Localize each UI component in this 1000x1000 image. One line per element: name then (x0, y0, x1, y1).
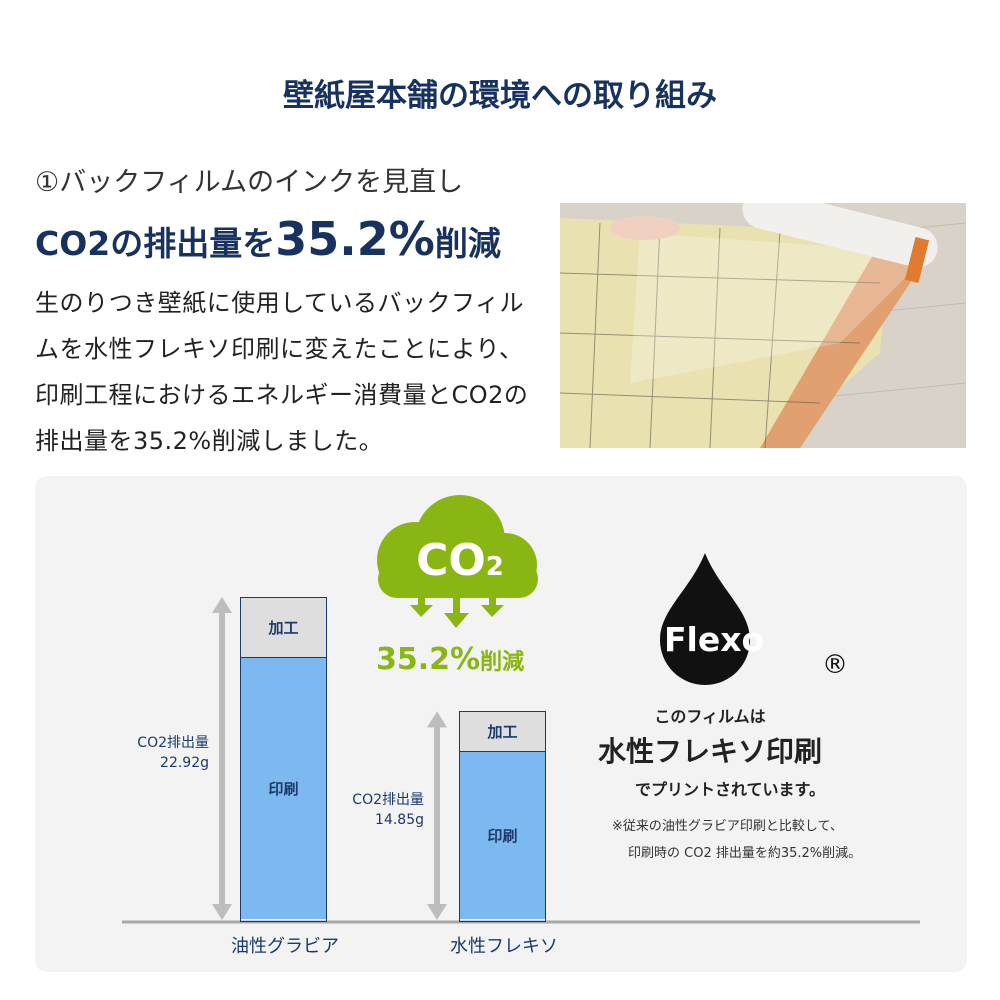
co2-cloud-icon (377, 495, 538, 628)
total-arrow (212, 597, 232, 920)
water-drop-icon (660, 553, 750, 685)
reduction-suffix: 削減 (480, 650, 525, 675)
section-body: 生のりつき壁紙に使用しているバックフィルムを水性フレキソ印刷に変えたことにより、… (35, 289, 529, 455)
x-tick-label: 油性グラビア (231, 936, 339, 957)
value-label: CO2排出量 22.92g (92, 733, 209, 773)
flexo-line2: 水性フレキソ印刷 (597, 735, 822, 768)
bar-segment-print: 印刷 (241, 658, 326, 919)
headline-number: 35.2% (275, 212, 435, 266)
stacked-bar: 加工 印刷 (240, 597, 327, 922)
section-headline: CO2の排出量を35.2%削減 (35, 212, 501, 266)
flexo-note1: ※従来の油性グラビア印刷と比較して、 (612, 819, 843, 834)
value-label-line1: CO2排出量 (137, 734, 209, 751)
stacked-bar: 加工 印刷 (459, 711, 546, 922)
bar-segment-process: 加工 (241, 598, 326, 658)
flexo-logo-text: Flexo (664, 620, 765, 659)
bar-segment-print: 印刷 (460, 752, 545, 919)
headline-post: 削減 (434, 224, 501, 263)
flexo-note2: 印刷時の CO2 排出量を約35.2%削減。 (628, 846, 862, 861)
value-label-line2: 22.92g (160, 754, 209, 771)
backfilm-photo (560, 203, 966, 448)
cloud-co2-label: CO2 (395, 533, 525, 595)
value-label: CO2排出量 14.85g (307, 790, 424, 830)
x-tick-label: 水性フレキソ (450, 936, 558, 957)
value-label-line2: 14.85g (375, 811, 424, 828)
value-label-line1: CO2排出量 (352, 791, 424, 808)
section-subtitle: ①バックフィルムのインクを見直し (35, 167, 464, 198)
flexo-line3: でプリントされています。 (635, 780, 825, 799)
headline-pre: CO2の排出量を (35, 224, 276, 263)
total-arrow (427, 711, 447, 920)
registered-mark: ® (822, 650, 848, 680)
bar-segment-process: 加工 (460, 712, 545, 753)
cloud-sub2: 2 (485, 552, 504, 582)
reduction-label: 35.2%削減 (376, 642, 524, 677)
flexo-line1: このフィルムは (654, 707, 766, 726)
page-title: 壁紙屋本舗の環境への取り組み (283, 78, 717, 114)
cloud-co: CO (416, 535, 486, 586)
reduction-value: 35.2% (376, 642, 481, 677)
